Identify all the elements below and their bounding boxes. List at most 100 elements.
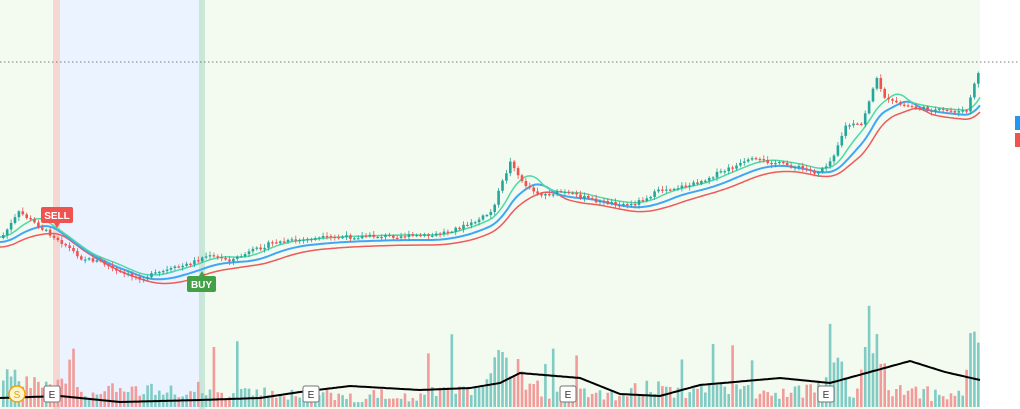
volume-bar	[181, 396, 184, 407]
volume-bar	[661, 386, 664, 407]
candle-body	[910, 106, 914, 108]
candle-body	[938, 108, 941, 110]
volume-bar	[809, 384, 812, 407]
volume-bar	[750, 360, 754, 407]
candle-body	[37, 222, 40, 228]
candle-body	[224, 258, 227, 260]
candle-body	[668, 189, 672, 191]
volume-bar	[146, 385, 149, 407]
volume-bar	[454, 393, 457, 407]
candle-body	[56, 237, 60, 241]
volume-bar	[259, 395, 262, 407]
candle-body	[314, 238, 317, 240]
candle-body	[302, 239, 305, 241]
volume-bar	[119, 388, 122, 407]
volume-bar	[863, 346, 867, 407]
volume-bar	[840, 361, 844, 407]
volume-bar	[754, 398, 758, 407]
candle-body	[891, 99, 894, 101]
candle-body	[376, 236, 379, 239]
candle-body	[485, 215, 489, 217]
volume-bar	[891, 396, 894, 407]
candle-body	[427, 234, 430, 237]
candle-body	[711, 177, 715, 179]
candle-body	[516, 168, 520, 176]
volume-bar	[899, 385, 902, 407]
candle-body	[126, 273, 130, 275]
volume-bar	[774, 392, 777, 407]
candle-body	[793, 167, 797, 169]
volume-bar	[680, 359, 684, 407]
volume-bar	[282, 396, 286, 407]
candle-body	[236, 256, 239, 259]
volume-bar	[587, 397, 590, 407]
candle-body	[434, 233, 438, 236]
candle-body	[505, 173, 508, 181]
earnings-event-marker-1[interactable]: E	[43, 385, 61, 403]
volume-bar	[37, 381, 40, 407]
volume-bar	[388, 398, 391, 407]
candle-body	[286, 239, 290, 242]
volume-bar	[895, 389, 898, 407]
candle-body	[470, 222, 473, 226]
candle-body	[801, 165, 805, 169]
volume-bar	[649, 392, 652, 407]
volume-bar	[727, 394, 730, 407]
sell-signal[interactable]: SELL	[41, 207, 73, 228]
candle-body	[501, 180, 504, 191]
volume-bar	[329, 392, 333, 407]
volume-bar	[360, 402, 364, 407]
candle-body	[774, 163, 777, 165]
candle-body	[524, 181, 528, 187]
candle-body	[746, 159, 750, 162]
candle-body	[95, 260, 99, 262]
buy-signal-pointer	[199, 271, 205, 276]
volume-bar	[341, 395, 344, 407]
candle-body	[965, 110, 968, 112]
volume-bar	[961, 395, 964, 407]
volume-bar	[158, 390, 161, 407]
earnings-event-marker-4[interactable]: E	[817, 385, 835, 403]
volume-bar	[524, 389, 528, 407]
candle-body	[282, 241, 286, 243]
volume-bar	[271, 390, 274, 407]
volume-bar	[267, 395, 270, 407]
volume-bar	[130, 386, 134, 407]
volume-bar	[618, 395, 621, 407]
candle-body	[403, 236, 407, 238]
volume-bar	[72, 348, 75, 407]
candle-body	[836, 145, 840, 156]
candle-body	[688, 185, 691, 187]
volume-bar	[438, 387, 442, 407]
volume-bar	[275, 397, 278, 407]
buy-signal[interactable]: BUY	[187, 271, 216, 292]
candle-body	[458, 227, 461, 230]
volume-bar	[333, 400, 337, 407]
candle-body	[411, 234, 415, 236]
volume-bar	[665, 386, 668, 407]
volume-bar	[232, 393, 235, 407]
volume-bar	[953, 395, 957, 407]
candle-body	[72, 248, 75, 252]
earnings-event-label-3: E	[565, 390, 572, 401]
split-event-label: S	[14, 390, 21, 401]
candle-body	[930, 110, 933, 112]
earnings-event-box-1	[43, 385, 61, 403]
candle-body	[91, 258, 95, 262]
split-event-marker[interactable]: S	[8, 385, 26, 403]
volume-bar	[528, 383, 532, 407]
candle-body	[575, 192, 578, 195]
earnings-event-marker-2[interactable]: E	[302, 385, 320, 403]
volume-bar	[337, 393, 340, 407]
volume-bar	[446, 387, 450, 407]
candle-body	[785, 162, 789, 166]
volume-bar	[758, 393, 762, 407]
candle-body	[934, 109, 937, 112]
candle-body	[384, 234, 387, 238]
volume-bar	[349, 393, 352, 407]
volume-bar	[298, 397, 301, 407]
volume-bar	[614, 400, 617, 407]
candle-body	[899, 102, 902, 105]
earnings-event-marker-3[interactable]: E	[559, 385, 577, 403]
